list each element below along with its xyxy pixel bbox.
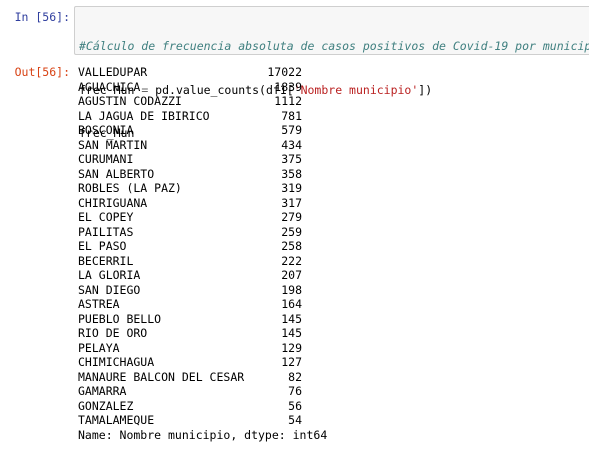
list-item: EL COPEY 279 (78, 210, 378, 225)
list-item: CHIMICHAGUA 127 (78, 355, 378, 370)
municipio-name: SAN DIEGO (78, 282, 141, 297)
list-item: SAN DIEGO 198 (78, 283, 378, 298)
input-cell[interactable]: In [56]: #Cálculo de frecuencia absoluta… (0, 6, 589, 140)
municipio-count: 319 (281, 181, 302, 195)
list-item: ASTREA 164 (78, 297, 378, 312)
municipio-count: 82 (288, 369, 302, 384)
municipio-count: 207 (281, 268, 302, 282)
municipio-name: PAILITAS (78, 224, 134, 239)
municipio-name: SAN MARTIN (78, 137, 148, 152)
list-item: BOSCONIA 579 (78, 123, 378, 138)
list-item: EL PASO 258 (78, 239, 378, 254)
list-item: PAILITAS 259 (78, 225, 378, 240)
municipio-name: ROBLES (LA PAZ) (78, 181, 182, 195)
municipio-count: 279 (281, 210, 302, 224)
municipio-name: MANAURE BALCON DEL CESAR (78, 369, 245, 384)
output-area: VALLEDUPAR 17022 AGUACHICA 1839 AGUSTIN CODA… (78, 65, 378, 442)
municipio-count: 375 (281, 152, 302, 166)
list-item: PELAYA 129 (78, 341, 378, 356)
municipio-count: 1839 (274, 79, 302, 94)
list-item: PUEBLO BELLO 145 (78, 312, 378, 327)
municipio-count: 17022 (267, 65, 302, 79)
municipio-count: 56 (288, 398, 302, 413)
municipio-count: 164 (281, 297, 302, 311)
municipio-count: 259 (281, 224, 302, 239)
municipio-count: 145 (281, 326, 302, 340)
municipio-name: CHIRIGUANA (78, 195, 148, 210)
municipio-name: BECERRIL (78, 253, 134, 268)
list-item: LA GLORIA 207 (78, 268, 378, 283)
input-prompt: In [56]: (14, 10, 70, 24)
municipio-name: EL PASO (78, 239, 127, 253)
list-item: RIO DE ORO 145 (78, 326, 378, 341)
municipio-count: 129 (281, 340, 302, 355)
municipio-count: 358 (281, 166, 302, 181)
list-item: AGUSTIN CODAZZI 1112 (78, 94, 378, 109)
list-item: SAN ALBERTO 358 (78, 167, 378, 182)
code-call: pd.value_counts(df1[ (155, 82, 294, 97)
code-editor[interactable]: #Cálculo de frecuencia absoluta de casos… (74, 6, 589, 140)
list-item: BECERRIL 222 (78, 254, 378, 269)
municipio-count: 1112 (274, 94, 302, 108)
municipio-count: 317 (281, 195, 302, 210)
value-counts-list: VALLEDUPAR 17022 AGUACHICA 1839 AGUSTIN CODA… (78, 65, 378, 428)
municipio-name: SAN ALBERTO (78, 166, 155, 181)
municipio-name: GONZALEZ (78, 398, 134, 413)
municipio-name: TAMALAMEQUE (78, 413, 155, 427)
municipio-name: AGUACHICA (78, 79, 141, 94)
output-prompt: Out[56]: (14, 65, 70, 79)
municipio-name: VALLEDUPAR (78, 65, 148, 79)
code-string: 'Nombre municipio' (293, 82, 419, 97)
municipio-name: BOSCONIA (78, 123, 134, 137)
list-item: TAMALAMEQUE 54 (78, 413, 378, 428)
municipio-count: 781 (281, 108, 302, 123)
code-line-assignment: frec_Mun = pd.value_counts(df1['Nombre m… (79, 83, 589, 98)
code-comment: #Cálculo de frecuencia absoluta de casos… (79, 39, 589, 53)
code-line-comment: #Cálculo de frecuencia absoluta de casos… (79, 39, 589, 54)
municipio-name: ASTREA (78, 297, 120, 311)
municipio-name: PUEBLO BELLO (78, 311, 162, 326)
list-item: AGUACHICA 1839 (78, 80, 378, 95)
municipio-count: 145 (281, 311, 302, 326)
list-item: SAN MARTIN 434 (78, 138, 378, 153)
list-item: CHIRIGUANA 317 (78, 196, 378, 211)
code-line-display: frec_Mun (79, 126, 135, 140)
list-item: GONZALEZ 56 (78, 399, 378, 414)
municipio-name: RIO DE ORO (78, 326, 148, 340)
code-operator: = (134, 82, 156, 97)
list-item: CURUMANI 375 (78, 152, 378, 167)
municipio-name: PELAYA (78, 340, 120, 355)
list-item: VALLEDUPAR 17022 (78, 65, 378, 80)
municipio-name: LA GLORIA (78, 268, 141, 282)
municipio-count: 258 (281, 239, 302, 253)
municipio-count: 198 (281, 282, 302, 297)
municipio-count: 579 (281, 123, 302, 137)
municipio-name: AGUSTIN CODAZZI (78, 94, 182, 108)
list-item: LA JAGUA DE IBIRICO 781 (78, 109, 378, 124)
municipio-count: 76 (288, 384, 302, 398)
municipio-name: EL COPEY (78, 210, 134, 224)
municipio-name: CURUMANI (78, 152, 134, 166)
list-item: MANAURE BALCON DEL CESAR 82 (78, 370, 378, 385)
municipio-count: 54 (288, 413, 302, 427)
municipio-count: 127 (281, 355, 302, 369)
municipio-count: 434 (281, 137, 302, 152)
series-footer: Name: Nombre municipio, dtype: int64 (78, 427, 328, 442)
list-item: GAMARRA 76 (78, 384, 378, 399)
municipio-name: LA JAGUA DE IBIRICO (78, 108, 210, 123)
municipio-name: GAMARRA (78, 384, 127, 398)
list-item: ROBLES (LA PAZ) 319 (78, 181, 378, 196)
municipio-count: 222 (281, 253, 302, 268)
code-close: ]) (418, 82, 433, 97)
municipio-name: CHIMICHAGUA (78, 355, 155, 369)
code-variable: frec_Mun (79, 82, 135, 97)
